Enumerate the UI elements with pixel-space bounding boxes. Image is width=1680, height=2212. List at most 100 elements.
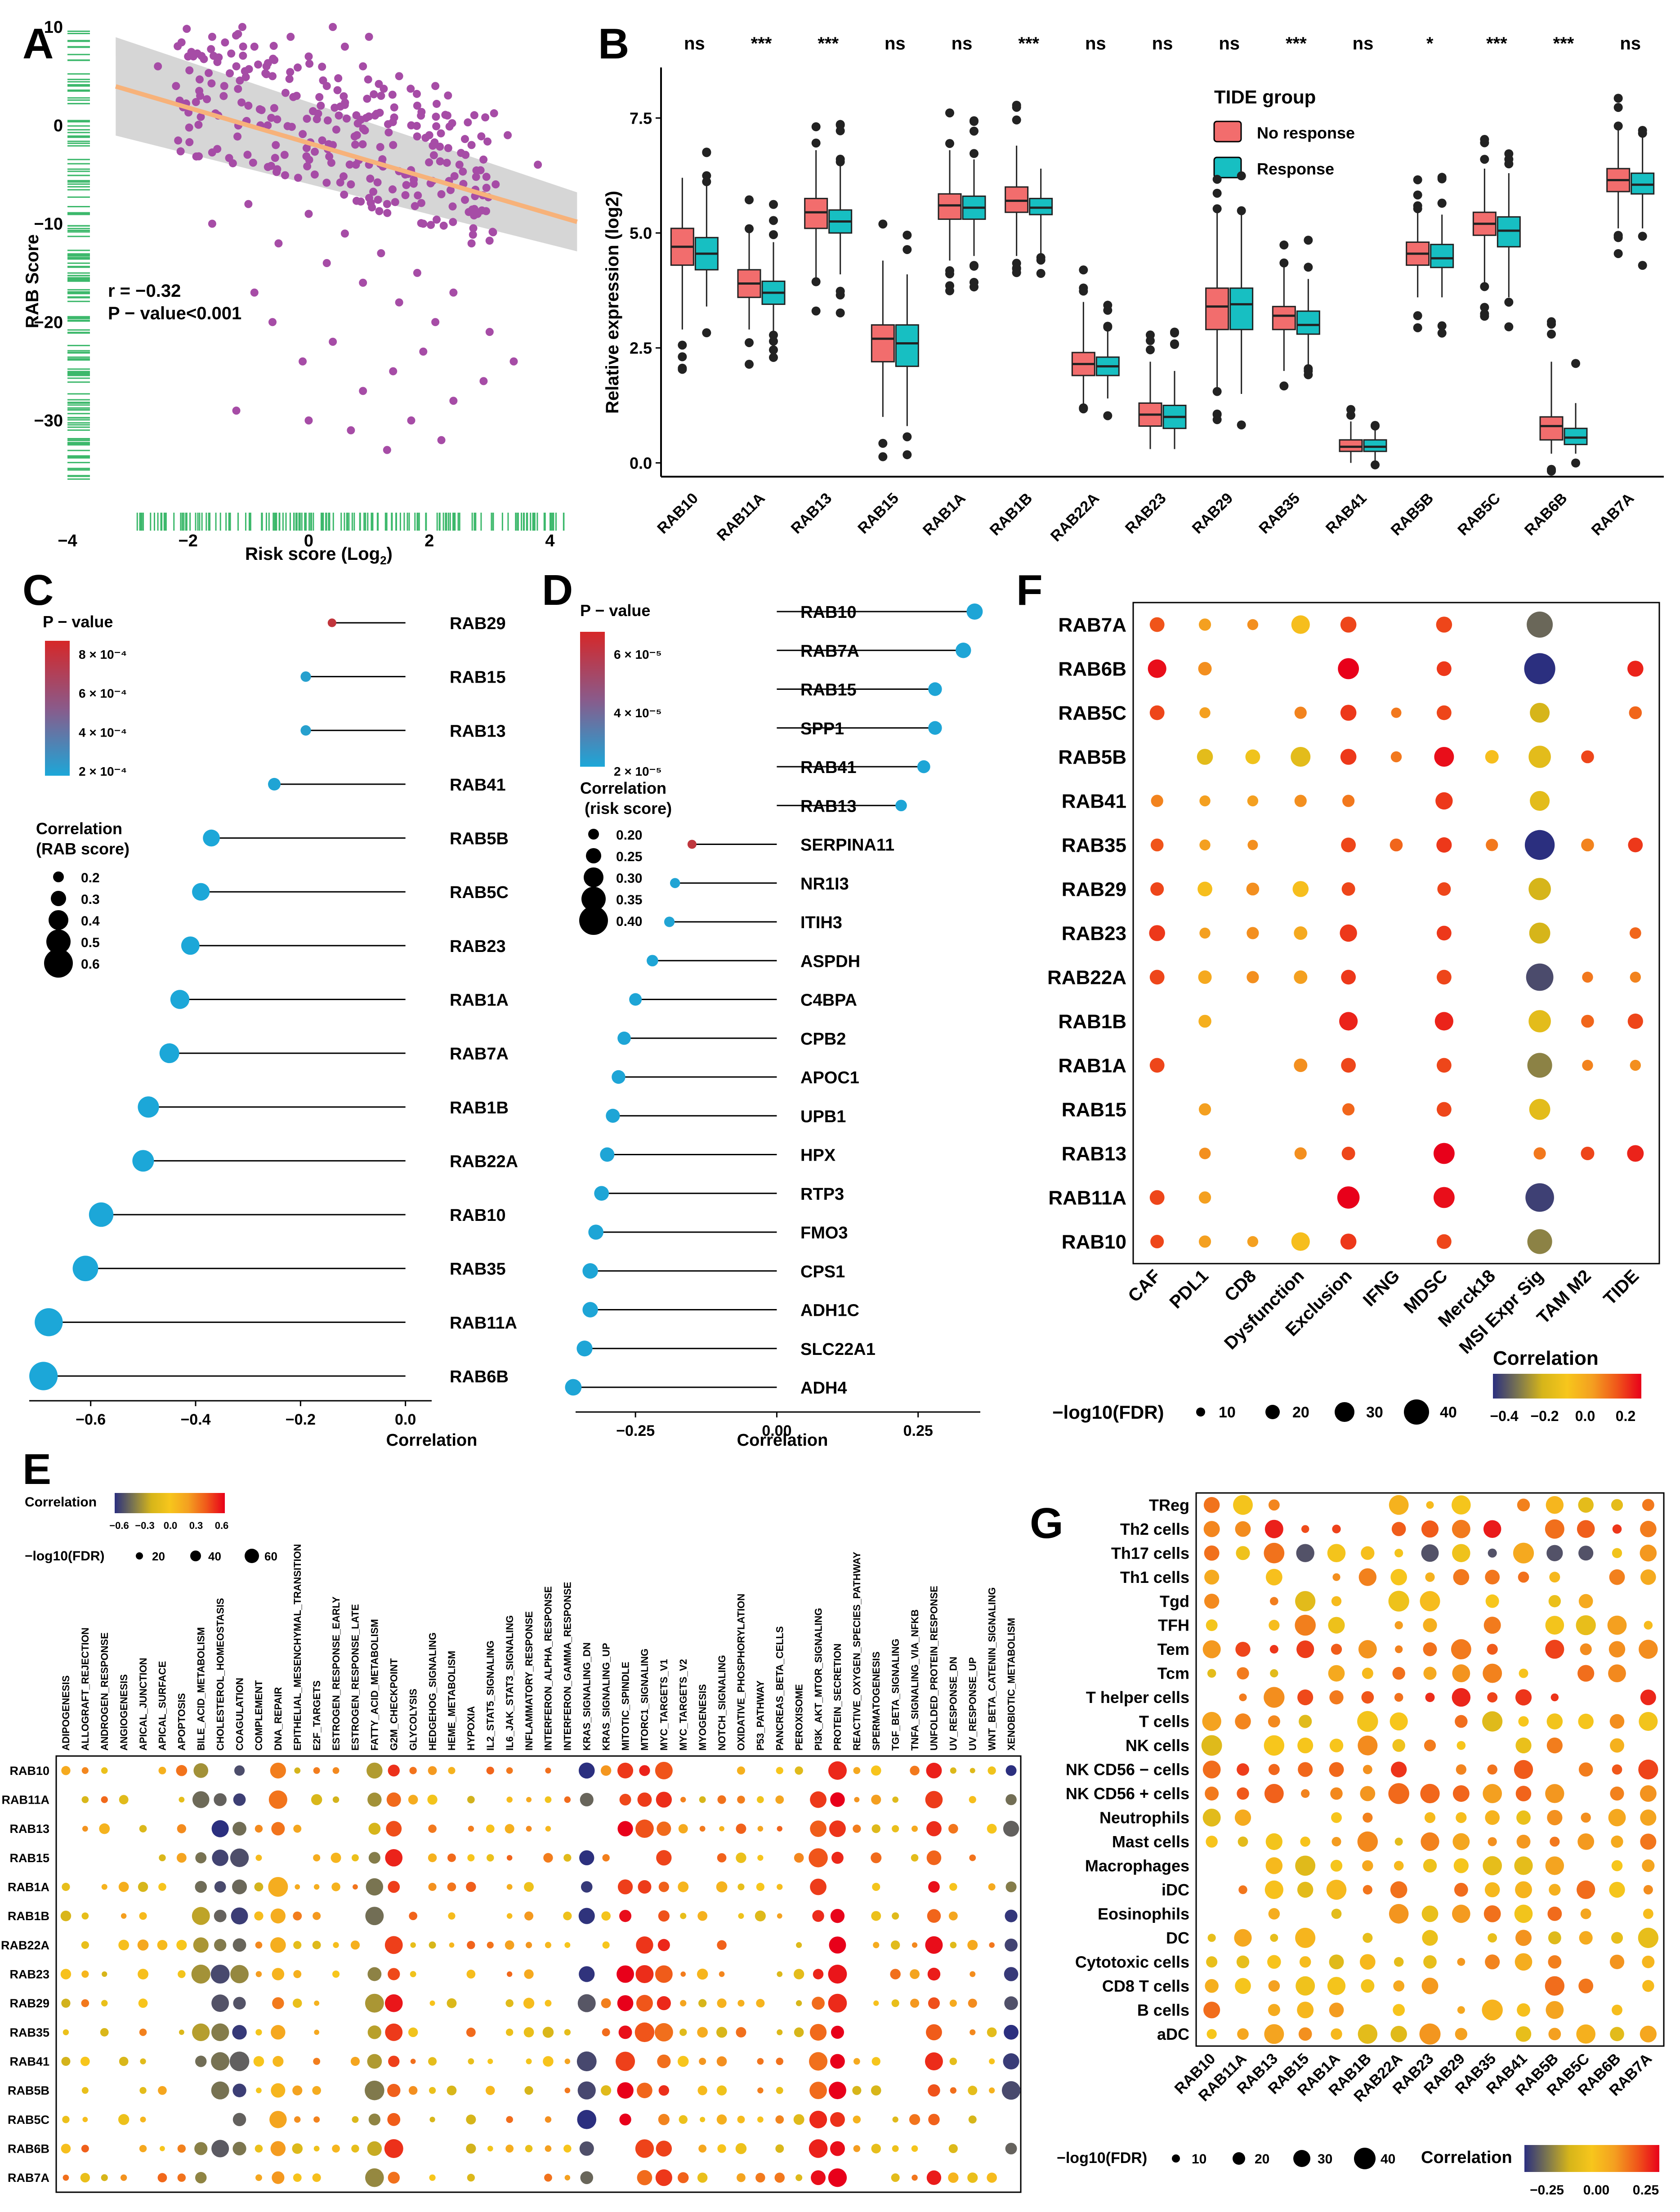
matrix-dot — [232, 1938, 246, 1952]
matrix-dot — [829, 1820, 846, 1837]
matrix-dot — [1330, 1787, 1343, 1800]
lollipop-label: RAB22A — [450, 1152, 518, 1171]
matrix-dot — [118, 2114, 130, 2125]
matrix-dot — [1294, 970, 1308, 984]
lollipop-dot — [588, 1224, 603, 1240]
matrix-dot — [1237, 1787, 1249, 1800]
matrix-dot — [1517, 2003, 1530, 2017]
matrix-dot — [1292, 881, 1309, 897]
matrix-dot — [871, 1794, 881, 1805]
b-outlier — [1212, 188, 1222, 198]
matrix-dot — [970, 1768, 975, 1774]
matrix-dot — [777, 1971, 783, 1977]
lollipop-dot — [72, 1256, 98, 1282]
lollipop-label: CPS1 — [800, 1262, 845, 1281]
matrix-col-label: CHOLESTEROL_HOMEOSTASIS — [214, 1598, 226, 1751]
matrix-dot — [911, 2145, 918, 2152]
matrix-dot — [467, 1854, 475, 1862]
matrix-dot — [830, 1792, 845, 1807]
matrix-dot — [1425, 1693, 1435, 1703]
a-point — [402, 181, 411, 189]
panel-a-scatter: RAB Score Risk score (Log2) r = −0.32 P … — [22, 18, 578, 567]
a-point — [322, 259, 331, 267]
lollipop-xtick-label: 0.25 — [903, 1422, 933, 1439]
a-point — [313, 115, 321, 123]
matrix-dot — [697, 2172, 708, 2183]
a-point — [369, 188, 378, 196]
matrix-dot — [950, 1767, 956, 1774]
lollipop-xtick-label: 0.0 — [395, 1411, 416, 1428]
size-legend-dot — [51, 891, 66, 906]
matrix-dot — [1358, 2024, 1378, 2044]
b-significance: ns — [885, 34, 906, 54]
matrix-dot — [1422, 1930, 1438, 1946]
matrix-dot — [468, 2058, 474, 2065]
a-xtick-label: 0 — [304, 532, 313, 550]
a-point — [327, 159, 335, 167]
matrix-dot — [1247, 927, 1259, 939]
b-significance: *** — [818, 34, 839, 54]
matrix-dot — [658, 2085, 670, 2096]
matrix-dot — [809, 2024, 827, 2041]
lollipop-xtick-label: 0.00 — [762, 1422, 791, 1439]
matrix-dot — [1433, 1143, 1455, 1164]
matrix-dot — [1546, 1713, 1563, 1729]
matrix-dot — [1639, 1712, 1658, 1731]
a-point — [469, 224, 478, 232]
panel-c-lollipop: P − value Correlation (RAB score) Correl… — [29, 612, 518, 1450]
matrix-dot — [313, 2058, 321, 2065]
matrix-dot — [1627, 661, 1644, 677]
matrix-dot — [1294, 706, 1307, 719]
matrix-dot — [214, 1881, 226, 1893]
matrix-dot — [1149, 1058, 1165, 1073]
matrix-dot — [1247, 840, 1258, 850]
matrix-dot — [987, 1766, 996, 1775]
matrix-row-label: RAB1B — [8, 1909, 49, 1923]
matrix-dot — [193, 1937, 209, 1953]
matrix-dot — [809, 2052, 828, 2071]
matrix-dot — [737, 2173, 746, 2182]
matrix-dot — [1640, 1569, 1656, 1585]
matrix-col-label: UNFOLDED_PROTEIN_RESPONSE — [929, 1586, 940, 1751]
a-point — [481, 113, 490, 122]
matrix-dot — [697, 2027, 708, 2038]
b-outlier — [1146, 336, 1155, 345]
matrix-dot — [271, 2025, 286, 2040]
matrix-dot — [1205, 1786, 1219, 1801]
panel-label-e: E — [22, 1445, 51, 1493]
matrix-dot — [466, 2027, 476, 2037]
matrix-dot — [545, 1796, 552, 1803]
matrix-dot — [1629, 706, 1642, 719]
matrix-row-label: RAB41 — [1062, 790, 1126, 812]
matrix-dot — [1394, 1693, 1403, 1702]
matrix-dot — [926, 2170, 942, 2185]
matrix-row-label: RAB1B — [1058, 1010, 1126, 1032]
matrix-dot — [61, 1998, 71, 2008]
matrix-row-label: RAB10 — [9, 1764, 49, 1778]
matrix-dot — [1578, 1497, 1594, 1513]
matrix-col-label: IL2_STAT5_SIGNALING — [485, 1640, 496, 1751]
matrix-dot — [1340, 1233, 1357, 1250]
f-colorbar-tick: −0.4 — [1490, 1408, 1518, 1424]
matrix-dot — [679, 2115, 688, 2124]
b-outlier — [1212, 387, 1222, 396]
b-outlier — [945, 286, 954, 295]
lollipop-dot — [928, 721, 942, 735]
b-outlier — [769, 353, 778, 362]
matrix-dot — [1642, 1955, 1655, 1968]
matrix-dot — [1390, 2026, 1407, 2042]
matrix-row-label: RAB11A — [1048, 1187, 1126, 1209]
matrix-dot — [680, 1913, 687, 1919]
b-outlier — [836, 120, 845, 129]
matrix-dot — [408, 2086, 418, 2095]
matrix-dot — [1295, 1855, 1316, 1876]
b-outlier — [678, 352, 687, 362]
a-point — [302, 144, 311, 152]
matrix-dot — [949, 1999, 957, 2007]
c-legend-color-title: P − value — [43, 612, 113, 631]
pvalue-tick-label: 2 × 10⁻⁵ — [614, 764, 662, 778]
a-point — [228, 159, 237, 168]
matrix-dot — [1436, 1234, 1452, 1249]
matrix-dot — [1516, 1835, 1531, 1849]
matrix-dot — [1611, 1860, 1623, 1872]
